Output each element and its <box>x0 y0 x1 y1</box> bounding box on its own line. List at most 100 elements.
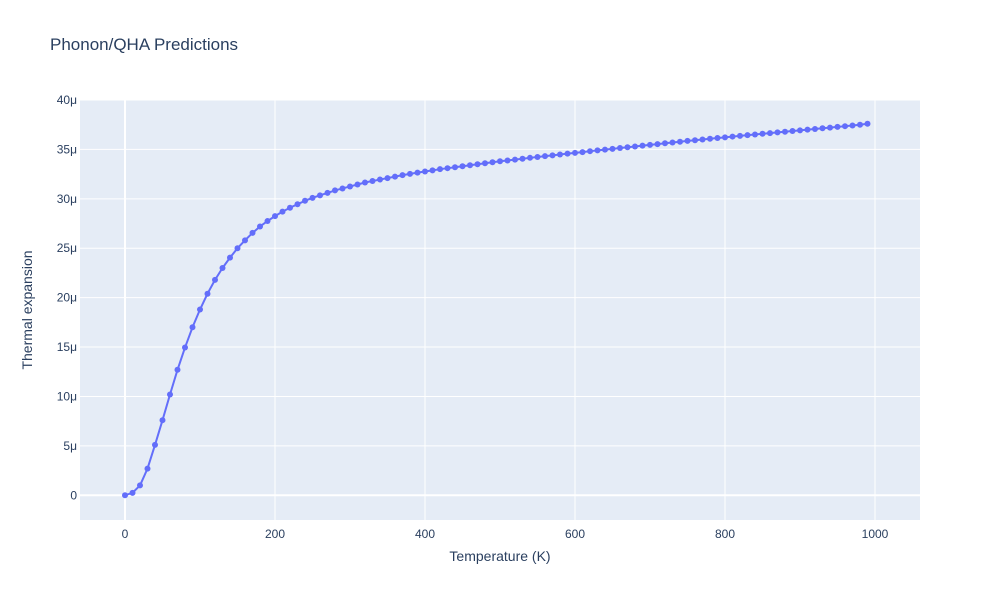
data-point <box>144 465 151 472</box>
y-tick-label: 10μ <box>57 389 77 403</box>
x-tick-label: 1000 <box>862 527 889 541</box>
y-tick-label: 15μ <box>57 340 77 354</box>
data-point <box>309 194 316 201</box>
y-tick-label: 35μ <box>57 142 77 156</box>
data-point <box>182 344 188 351</box>
data-point <box>362 179 368 186</box>
data-point <box>384 175 391 182</box>
data-point <box>864 120 871 127</box>
data-point <box>399 172 406 179</box>
y-tick-label: 40μ <box>57 93 77 107</box>
x-tick-label: 400 <box>415 527 435 541</box>
data-point <box>714 135 721 142</box>
data-point <box>294 201 301 208</box>
data-point <box>264 218 271 225</box>
data-point <box>242 237 248 244</box>
data-point <box>594 147 601 154</box>
data-point <box>759 130 766 137</box>
data-point <box>819 125 826 132</box>
data-point <box>842 123 848 130</box>
data-point <box>272 213 278 220</box>
y-axis-title: Thermal expansion <box>19 250 35 369</box>
data-point <box>369 178 376 185</box>
data-point <box>452 164 458 171</box>
data-point <box>549 152 556 159</box>
y-tick-label: 25μ <box>57 241 77 255</box>
data-point <box>737 132 743 139</box>
data-point <box>257 223 263 230</box>
data-point <box>129 489 136 496</box>
plot-area <box>80 100 920 520</box>
series-line <box>124 122 868 497</box>
data-point <box>572 149 578 156</box>
data-point <box>354 181 361 188</box>
data-point <box>729 133 736 140</box>
data-point <box>519 155 526 162</box>
tick-labels: 0 200 400 600 800 1000 0 5μ 10μ 15μ 20μ 25μ 30μ 35μ 40… <box>57 93 889 541</box>
data-point <box>332 187 338 194</box>
data-point <box>662 140 668 147</box>
data-point <box>467 162 473 169</box>
data-point <box>347 183 353 190</box>
data-point <box>249 229 256 236</box>
data-point <box>609 145 616 152</box>
data-point <box>789 128 796 135</box>
data-point <box>722 134 728 141</box>
data-point <box>279 208 286 215</box>
data-point <box>287 204 293 211</box>
data-point <box>437 166 443 173</box>
x-tick-label: 0 <box>122 527 129 541</box>
data-point <box>849 122 856 129</box>
data-point <box>617 145 623 152</box>
y-tick-label: 5μ <box>63 439 77 453</box>
data-point <box>827 124 833 131</box>
data-point <box>677 138 683 145</box>
data-point <box>197 306 203 313</box>
data-point <box>339 185 346 192</box>
data-point <box>159 417 166 424</box>
data-point <box>392 173 398 180</box>
data-point <box>669 139 676 146</box>
data-point <box>489 159 496 166</box>
data-point <box>534 154 541 161</box>
data-point <box>174 366 181 373</box>
data-point <box>707 135 713 142</box>
data-point <box>377 176 383 183</box>
x-axis-title: Temperature (K) <box>449 548 550 564</box>
series-layer <box>122 120 871 499</box>
data-point <box>797 127 803 134</box>
data-point <box>632 143 638 150</box>
x-tick-label: 600 <box>565 527 585 541</box>
data-point <box>219 265 226 271</box>
data-point <box>699 136 706 143</box>
data-point <box>302 197 308 204</box>
data-point <box>639 142 646 149</box>
y-tick-label: 30μ <box>57 192 77 206</box>
data-point <box>137 482 143 489</box>
data-point <box>429 167 436 174</box>
data-point <box>414 169 421 176</box>
data-point <box>482 160 488 167</box>
data-point <box>767 130 773 137</box>
data-point <box>422 168 428 175</box>
data-point <box>474 161 481 168</box>
data-point <box>542 153 548 160</box>
data-point <box>624 144 631 151</box>
grid-lines <box>80 99 920 520</box>
data-point <box>324 189 331 196</box>
data-point <box>497 158 503 165</box>
data-point <box>579 149 586 156</box>
data-point <box>857 121 863 128</box>
data-point <box>692 137 698 144</box>
data-point <box>774 129 781 136</box>
data-point <box>459 163 466 170</box>
data-point <box>587 148 593 155</box>
data-point <box>527 154 533 161</box>
data-point <box>122 492 128 499</box>
data-point <box>317 192 323 199</box>
data-point <box>557 151 563 158</box>
data-point <box>602 146 608 153</box>
data-point <box>227 254 233 261</box>
